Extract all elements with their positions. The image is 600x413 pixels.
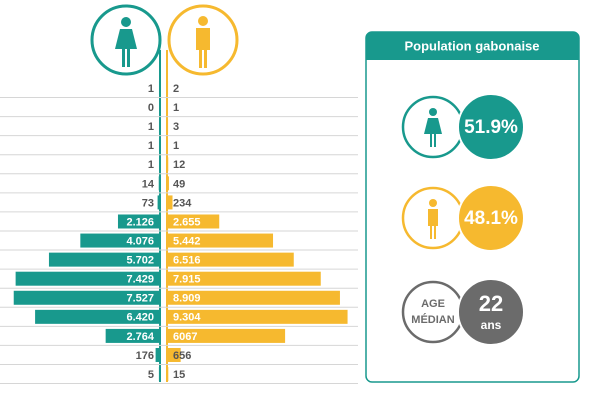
median-unit: ans <box>481 318 502 332</box>
value-label: 12 <box>173 159 185 171</box>
female-bar <box>158 195 159 209</box>
value-label: 1 <box>148 159 154 171</box>
male-bar <box>168 195 173 209</box>
male-share: 48.1% <box>464 208 518 229</box>
value-label: 6.516 <box>173 255 201 267</box>
value-label: 2.126 <box>126 216 154 228</box>
median-label: MÉDIAN <box>411 313 454 326</box>
value-label: 14 <box>142 178 155 190</box>
value-label: 7.429 <box>126 274 154 286</box>
panel-title: Population gabonaise <box>404 38 539 53</box>
value-label: 1 <box>173 102 179 114</box>
median-age: 22 <box>479 291 503 316</box>
summary-panel: Population gabonaise 51.9% 48.1% AGE MÉD… <box>366 32 579 382</box>
value-label: 5.442 <box>173 235 201 247</box>
value-label: 1 <box>148 140 154 152</box>
value-label: 1 <box>148 121 154 133</box>
value-label: 176 <box>136 350 154 362</box>
value-label: 4.076 <box>126 235 154 247</box>
value-label: 73 <box>142 197 154 209</box>
value-label: 9.304 <box>173 312 201 324</box>
female-icon <box>92 6 160 382</box>
value-label: 2.655 <box>173 216 201 228</box>
value-label: 656 <box>173 350 191 362</box>
value-label: 1 <box>148 83 154 95</box>
value-label: 1 <box>173 140 179 152</box>
value-label: 6067 <box>173 331 197 343</box>
value-label: 49 <box>173 178 185 190</box>
female-bar <box>156 348 159 362</box>
value-label: 5 <box>148 369 154 381</box>
female-share: 51.9% <box>464 117 518 138</box>
male-icon <box>167 6 237 382</box>
value-label: 7.915 <box>173 274 201 286</box>
median-label: AGE <box>421 298 445 310</box>
value-label: 7.527 <box>126 293 154 305</box>
value-label: 8.909 <box>173 293 201 305</box>
value-label: 3 <box>173 121 179 133</box>
value-label: 2.764 <box>126 331 154 343</box>
value-label: 15 <box>173 369 185 381</box>
value-label: 0 <box>148 102 154 114</box>
value-label: 234 <box>173 197 192 209</box>
value-label: 5.702 <box>126 255 154 267</box>
male-bar <box>168 176 169 190</box>
pyramid: 1 0 1 1 1 14 73 2.126 4.076 5.702 7.429 7.527 6.420 2… <box>0 81 358 384</box>
value-label: 2 <box>173 83 179 95</box>
value-label: 6.420 <box>126 312 154 324</box>
